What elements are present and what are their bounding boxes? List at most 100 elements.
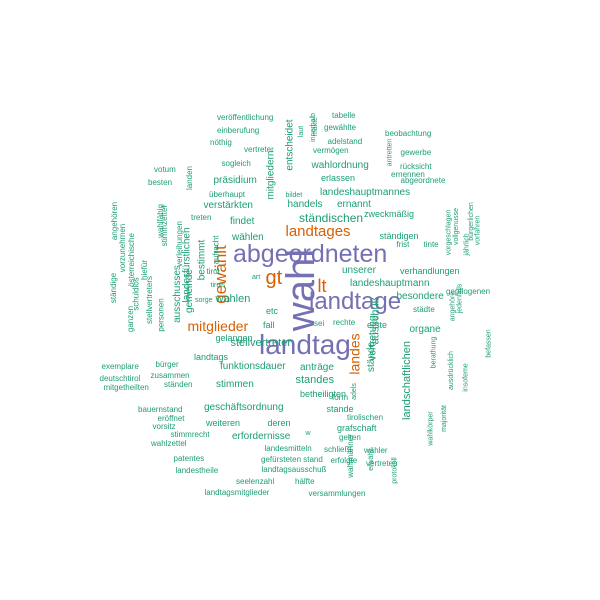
word-besondere: besondere bbox=[396, 291, 444, 302]
word-ausschu: ausschuß bbox=[369, 296, 382, 344]
word-organe: organe bbox=[409, 324, 441, 335]
word-stimmrecht: stimmrecht bbox=[170, 430, 210, 439]
word-mitgetheilten: mitgetheilten bbox=[103, 383, 149, 392]
word-form: form bbox=[332, 393, 348, 402]
word-etc: etc bbox=[266, 305, 279, 316]
word-wahlen: wahlen bbox=[215, 292, 251, 305]
word-landtagsausschu: landtagsausschuß bbox=[261, 465, 327, 474]
word-sorge: sorge bbox=[195, 296, 213, 304]
word-standes: standes bbox=[295, 373, 335, 386]
word-unserer: unserer bbox=[342, 265, 376, 276]
word-gelten: gelten bbox=[339, 433, 361, 442]
word-standigen: ständigen bbox=[379, 230, 419, 241]
word-landtag: landtag bbox=[259, 329, 351, 360]
word-angehore: angehöre bbox=[449, 291, 457, 321]
word-landes: landes bbox=[346, 333, 363, 375]
word-landtages: landtages bbox=[285, 222, 351, 240]
word-vorsitz: vorsitz bbox=[152, 422, 176, 431]
word-landen: landen bbox=[185, 165, 195, 191]
word-beobachtung: beobachtung bbox=[385, 129, 432, 138]
word-exemplare: exemplare bbox=[101, 362, 139, 371]
word-laut: laut bbox=[297, 125, 305, 137]
word-votum: votum bbox=[154, 165, 176, 174]
word-befassen: befassen bbox=[485, 328, 493, 358]
word-versammlungen: versammlungen bbox=[308, 489, 366, 498]
word-wahlfahig: wahlfähig bbox=[155, 204, 165, 238]
word-ganzen: ganzen bbox=[126, 305, 136, 333]
word-landeshauptmann: landeshauptmann bbox=[350, 278, 430, 289]
word-wahlordnung: wahlordnung bbox=[311, 160, 369, 171]
word-erwahlt: erwählt bbox=[367, 447, 375, 471]
word-gewahlte: gewählte bbox=[324, 123, 357, 132]
word-protokoll: protokoll bbox=[391, 456, 399, 484]
word-gepflogenen: gepflogenen bbox=[446, 287, 491, 296]
word-standischen: ständischen bbox=[299, 211, 364, 225]
word-geschaftsordnung: geschäftsordnung bbox=[204, 402, 284, 413]
word-bauernstand: bauernstand bbox=[138, 405, 183, 414]
word-lt: lt bbox=[317, 276, 327, 296]
word-rechte: rechte bbox=[333, 318, 356, 327]
word-verleihungen: verleihungen bbox=[174, 221, 184, 267]
word-tabelle: tabelle bbox=[332, 111, 356, 120]
word-landeshauptmannes: landeshauptmannes bbox=[320, 187, 411, 198]
word-art: art bbox=[252, 273, 261, 281]
word-tirols: tirols bbox=[210, 281, 226, 289]
word-w: w bbox=[305, 429, 311, 437]
word-landtagsmitglieder: landtagsmitglieder bbox=[204, 488, 270, 497]
word-besten: besten bbox=[148, 178, 173, 187]
word-burgerlichen: bürgerlichen bbox=[467, 201, 475, 241]
word-gt: gt bbox=[265, 267, 283, 289]
word-majoritat: majorität bbox=[440, 404, 448, 432]
word-vertreter: vertreter bbox=[244, 145, 274, 154]
word-landesmitteln: landesmitteln bbox=[264, 444, 312, 453]
word-abgeordneten: abgeordneten bbox=[233, 239, 388, 268]
word-zweckma-ig: zweckmäßig bbox=[364, 208, 415, 219]
word-wahlmanner: wahlmänner bbox=[345, 434, 355, 478]
word-eroffnet: eröffnet bbox=[157, 414, 185, 423]
word-nothig: nöthig bbox=[210, 138, 232, 147]
word-prasidium: präsidium bbox=[213, 175, 257, 186]
word-jedenfalls: jedenfalls bbox=[456, 283, 464, 313]
word-betheiligten: betheiligten bbox=[300, 388, 347, 399]
word-standen: ständen bbox=[164, 380, 193, 389]
word-stande: stande bbox=[326, 403, 354, 414]
word-deren: deren bbox=[267, 417, 291, 428]
word-funktionsdauer: funktionsdauer bbox=[220, 361, 286, 372]
word-vollgenusse: vollgenusse bbox=[452, 207, 460, 245]
word-handels: handels bbox=[287, 199, 323, 210]
word-ernannt: ernannt bbox=[337, 199, 371, 210]
word-makte: mäkte bbox=[311, 116, 319, 136]
word-gefursteten-stand: gefürsteten stand bbox=[261, 455, 323, 464]
word-ausdrucklich: ausdrücklich bbox=[447, 350, 455, 390]
word-aufrecht: aufrecht bbox=[210, 235, 220, 265]
word-adels: adels bbox=[350, 382, 358, 400]
word-sei: sei bbox=[314, 319, 325, 328]
word-uberhaupt: überhaupt bbox=[209, 190, 246, 199]
word-stadte: städte bbox=[413, 305, 435, 314]
word-erste: erste bbox=[367, 319, 388, 330]
word-wahlen: wählen bbox=[232, 232, 264, 243]
word-antretten: antretten bbox=[386, 138, 394, 166]
word-ernennen: ernennen bbox=[391, 170, 425, 179]
word-treten: treten bbox=[191, 213, 212, 222]
word-wahlzettel: wahlzettel bbox=[151, 439, 187, 448]
word-stellvertreters: stellvertreters bbox=[145, 275, 155, 325]
word-findet: findet bbox=[230, 216, 255, 227]
word-zusammen: zusammen bbox=[150, 371, 190, 380]
word-entscheidet: entscheidet bbox=[284, 119, 296, 171]
word-tirol: tirol bbox=[206, 267, 220, 276]
word-seelenzahl: seelenzahl bbox=[236, 477, 275, 486]
word-antrage: anträge bbox=[300, 362, 334, 373]
word-deutschtirol: deutschtirol bbox=[99, 374, 141, 383]
word-bildet: bildet bbox=[285, 191, 303, 199]
word-verstarkten: verstärkten bbox=[203, 200, 253, 211]
word-ausschusses: ausschusses bbox=[171, 265, 183, 323]
word-berathung: berathung bbox=[430, 336, 438, 368]
word-halfte: hälfte bbox=[295, 477, 315, 486]
word-stellvertreter: stellvertreter bbox=[230, 336, 292, 349]
word-landschaftlichen: landschaftlichen bbox=[400, 340, 413, 420]
word-vorfahren: vorfahren bbox=[474, 215, 482, 245]
word-insofeme: insofeme bbox=[462, 362, 470, 392]
word-wahler: wähler bbox=[364, 446, 388, 455]
